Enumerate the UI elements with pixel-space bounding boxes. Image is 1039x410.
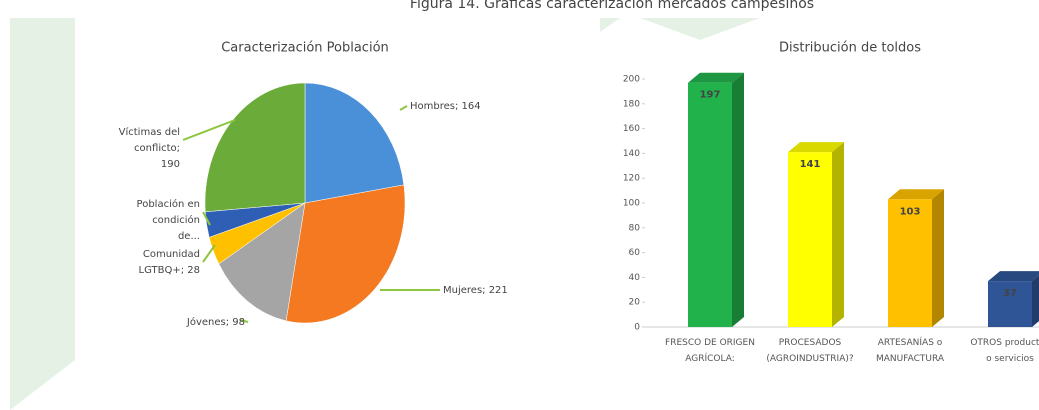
slice-label: Mujeres; 221 — [443, 285, 508, 296]
slice-label: Población en condición de... — [137, 198, 200, 242]
pie-title: Caracterización Población — [221, 41, 389, 56]
bar-side — [1032, 275, 1039, 327]
y-tick-label: 100 — [623, 199, 640, 209]
y-tick-label: 180 — [623, 99, 640, 109]
bar-side — [732, 72, 744, 327]
bar-front — [688, 82, 732, 327]
bar-title: Distribución de toldos — [779, 41, 921, 56]
bar-top — [788, 142, 844, 153]
y-tick-label: 200 — [623, 75, 640, 85]
y-tick-label: 20 — [629, 298, 641, 308]
slice-label: Comunidad LGTBQ+; 28 — [139, 249, 200, 276]
y-tick-label: 160 — [623, 124, 640, 134]
x-tick-label: FRESCO DE ORIGEN AGRÍCOLA: — [665, 338, 755, 364]
value-label: 197 — [700, 90, 721, 101]
x-tick-label: OTROS productoso servicios — [970, 338, 1039, 364]
y-tick-label: 40 — [629, 273, 641, 283]
background-shape — [640, 18, 760, 40]
value-label: 141 — [800, 159, 821, 170]
bar — [688, 72, 744, 327]
bar-side — [932, 189, 944, 327]
bar-top — [888, 189, 944, 200]
bar-front — [988, 281, 1032, 327]
bar — [788, 142, 844, 327]
x-tick-label: ARTESANÍAS o MANUFACTURA — [876, 336, 945, 364]
x-tick-label: PROCESADOS (AGROINDUSTRIA)? — [766, 338, 854, 364]
slice-label: Víctimas del conflicto; 190 — [119, 126, 180, 170]
leader-line — [239, 319, 249, 323]
bar-top — [688, 72, 744, 83]
bar — [888, 189, 944, 327]
bar-front — [888, 199, 932, 327]
caption: Figura 14. Gráficas caracterización merc… — [410, 0, 814, 12]
value-label: 37 — [1003, 288, 1017, 299]
slice-label: Jóvenes; 98 — [186, 316, 245, 328]
slice-label: Hombres; 164 — [410, 101, 481, 112]
bar-front — [788, 152, 832, 327]
y-tick-label: 140 — [623, 149, 640, 159]
bar — [988, 271, 1039, 327]
value-label: 103 — [900, 206, 921, 217]
bar-top — [988, 271, 1039, 282]
y-tick-label: 80 — [629, 223, 641, 233]
leader-line — [182, 119, 236, 141]
pie-slice — [218, 202, 306, 322]
y-tick-label: 0 — [634, 323, 640, 333]
leader-line — [399, 105, 408, 111]
y-tick-label: 60 — [629, 248, 641, 258]
leader-line — [202, 211, 211, 226]
y-tick-label: 120 — [623, 174, 640, 184]
background-shape — [10, 18, 75, 410]
bar-side — [832, 142, 844, 327]
pie-slice — [285, 184, 406, 324]
pie-slice — [304, 82, 405, 204]
leader-line — [202, 244, 216, 263]
